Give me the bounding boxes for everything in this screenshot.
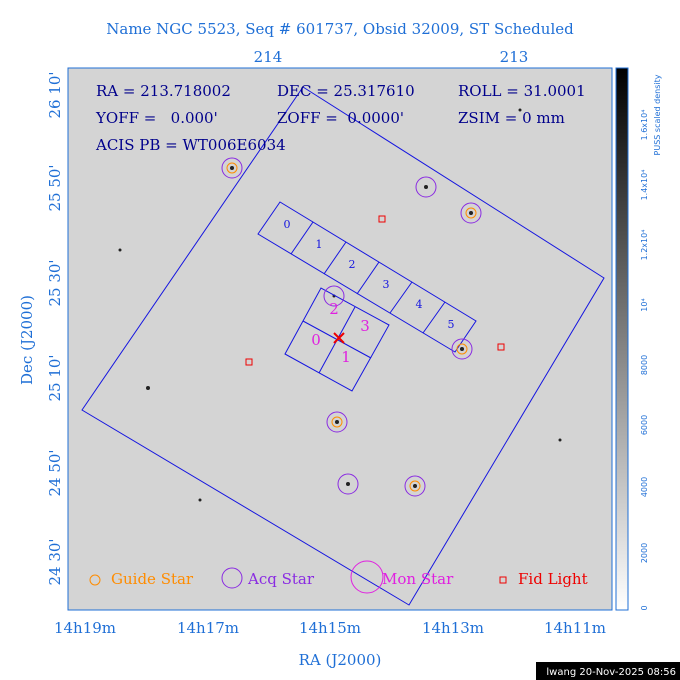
info: DEC = 25.317610 [277,82,415,100]
field-overlay [81,86,605,606]
colorbar-tick: 1.6x10⁴ [640,110,649,141]
colorbar-tick: 0 [640,605,649,610]
footer-bg [536,662,680,680]
x-axis-label: RA (J2000) [299,651,382,669]
info: RA = 213.718002 [96,82,231,100]
y-tick-label: 25 50' [46,164,64,211]
top-tick: 214 [254,48,283,66]
colorbar-tick: 6000 [640,415,649,435]
x-tick-label: 14h11m [544,619,606,637]
x-tick-label: 14h13m [422,619,484,637]
info: YOFF = 0.000' [95,109,218,127]
top-tick: 213 [500,48,529,66]
legend-label: Fid Light [518,570,588,588]
colorbar-tick: 4000 [640,477,649,497]
legend-label: Guide Star [111,570,194,588]
chip-label: 0 [284,218,291,231]
x-tick-label: 14h15m [299,619,361,637]
legend-label: Acq Star [247,570,315,588]
markers [221,157,505,497]
chip-label: 3 [383,278,390,291]
info: ZSIM = 0 mm [458,109,565,127]
y-tick-label: 26 10' [46,71,64,118]
footer: lwang 20-Nov-2025 08:56 [546,667,676,678]
colorbar-tick: 1.4x10⁴ [640,170,649,201]
y-tick-label: 24 30' [46,538,64,585]
colorbar-tick: 2000 [640,543,649,563]
chip-label: 3 [360,317,370,335]
info: ZOFF = 0.0000' [277,109,404,127]
colorbar-label: PUSS scaled density [653,74,662,155]
info: ROLL = 31.0001 [458,82,586,100]
legend-symbols [89,560,507,594]
chip-label: 5 [448,318,455,331]
x-tick-label: 14h19m [54,619,116,637]
info: ACIS PB = WT006E6034 [95,136,286,154]
y-tick-label: 25 30' [46,259,64,306]
colorbar-tick: 10⁴ [640,298,649,311]
colorbar-tick: 1.2x10⁴ [640,230,649,261]
stars [118,108,562,502]
legend-label: Mon Star [382,570,454,588]
colorbar-tick: 8000 [640,355,649,375]
chip-label: 1 [316,238,323,251]
chip-label: 2 [329,300,339,318]
chip-label: 2 [349,258,356,271]
x-tick-label: 14h17m [177,619,239,637]
colorbar [615,67,629,611]
title: Name NGC 5523, Seq # 601737, Obsid 32009… [106,20,574,38]
chip-label: 4 [416,298,423,311]
y-axis-label: Dec (J2000) [18,295,36,385]
y-tick-label: 24 50' [46,449,64,496]
y-tick-label: 25 10' [46,354,64,401]
chip-label: 1 [341,348,351,366]
chip-label: 0 [311,331,321,349]
